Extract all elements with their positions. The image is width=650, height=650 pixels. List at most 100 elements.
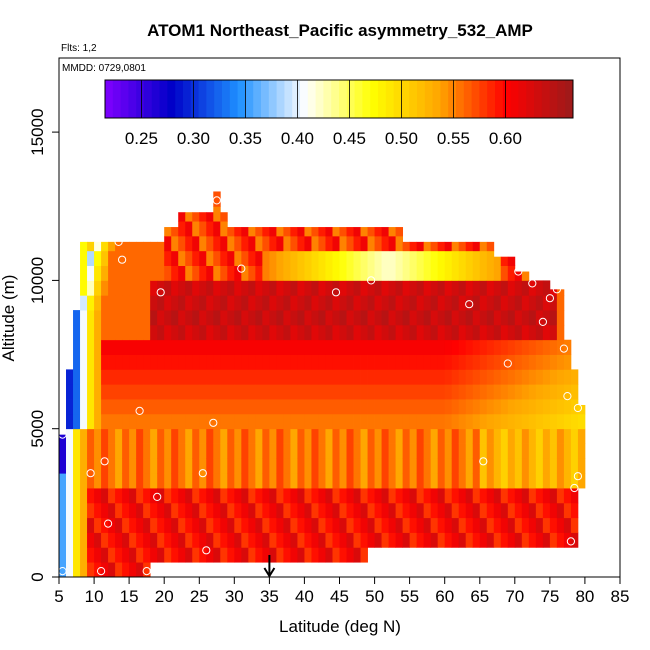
heatmap-cell	[318, 458, 326, 474]
heatmap-cell	[80, 458, 88, 474]
heatmap-cell	[178, 413, 186, 430]
heatmap-cell	[430, 339, 439, 355]
colorbar-cell	[549, 80, 558, 118]
colorbar: 0.25 0.30 0.35 0.40 0.45 0.50 0.55 0.60	[104, 79, 574, 148]
heatmap-cell	[101, 532, 109, 548]
heatmap-cell	[493, 443, 502, 459]
sample-point	[493, 234, 502, 243]
heatmap-cell	[297, 250, 305, 266]
heatmap-cell	[304, 295, 312, 311]
heatmap-cell	[556, 384, 565, 400]
heatmap-cell	[171, 547, 179, 563]
heatmap-cell	[220, 443, 228, 459]
heatmap-cell	[332, 369, 340, 385]
heatmap-cell	[332, 280, 340, 296]
heatmap-cell	[444, 250, 453, 266]
heatmap-cell	[80, 488, 88, 504]
heatmap-cell	[542, 354, 551, 370]
heatmap-cell	[353, 235, 361, 252]
heatmap-cell	[535, 428, 544, 444]
heatmap-cell	[276, 413, 284, 430]
heatmap-cell	[80, 324, 88, 341]
heatmap-cell	[164, 428, 172, 444]
colorbar-cell	[448, 80, 457, 118]
heatmap-cell	[423, 339, 432, 355]
heatmap-cell	[451, 324, 460, 341]
x-tick-label: 60	[435, 587, 454, 606]
heatmap-cell	[94, 324, 102, 341]
heatmap-cell	[255, 443, 263, 459]
heatmap-cell	[108, 324, 116, 341]
heatmap-cell	[94, 265, 102, 281]
sample-point	[331, 288, 341, 297]
heatmap-cell	[171, 384, 179, 400]
heatmap-cell	[472, 369, 481, 385]
heatmap-cell	[395, 295, 404, 311]
heatmap-cell	[528, 428, 537, 444]
heatmap-cell	[311, 517, 319, 533]
heatmap-cell	[325, 250, 333, 266]
heatmap-cell	[325, 339, 333, 355]
colorbar-cell	[346, 80, 355, 118]
heatmap-cell	[570, 413, 579, 430]
heatmap-cell	[276, 532, 284, 548]
heatmap-cell	[423, 517, 432, 533]
heatmap-cell	[276, 339, 284, 355]
heatmap-cell	[192, 212, 200, 222]
heatmap-cell	[157, 458, 165, 474]
heatmap-cell	[479, 399, 488, 415]
heatmap-cell	[465, 354, 474, 370]
heatmap-cell	[388, 295, 396, 311]
heatmap-cell	[402, 354, 411, 370]
sample-point	[114, 237, 123, 246]
heatmap-cell	[556, 473, 565, 489]
heatmap-cell	[535, 532, 544, 548]
heatmap-cell	[507, 280, 516, 296]
heatmap-cell	[500, 458, 509, 474]
heatmap-cell	[465, 428, 474, 444]
heatmap-cell	[472, 428, 481, 444]
heatmap-cell	[206, 502, 214, 519]
heatmap-cell	[479, 413, 488, 430]
heatmap-cell	[157, 241, 165, 252]
heatmap-cell	[297, 280, 305, 296]
heatmap-cell	[178, 458, 186, 474]
heatmap-cell	[255, 324, 263, 341]
heatmap-cell	[101, 428, 109, 444]
heatmap-cell	[493, 384, 502, 400]
heatmap-cell	[304, 532, 312, 548]
heatmap-cell	[318, 324, 326, 341]
heatmap-cell	[374, 295, 382, 311]
heatmap-cell	[94, 443, 102, 459]
heatmap-cell	[507, 517, 516, 533]
heatmap-cell	[150, 265, 158, 281]
heatmap-cell	[178, 295, 186, 311]
heatmap-cell	[325, 384, 333, 400]
colorbar-frame	[104, 79, 574, 119]
colorbar-cell	[510, 80, 519, 118]
heatmap-cell	[381, 280, 389, 296]
heatmap-cell	[367, 369, 375, 385]
heatmap-cell	[318, 235, 326, 252]
heatmap-cell	[87, 310, 95, 326]
colorbar-cell	[487, 80, 496, 118]
heatmap-cell	[430, 443, 439, 459]
heatmap-cell	[199, 532, 207, 548]
heatmap-cell	[514, 384, 523, 400]
heatmap-cell	[241, 547, 249, 563]
heatmap-cell	[143, 310, 151, 326]
heatmap-cell	[332, 310, 340, 326]
heatmap-cell	[283, 310, 291, 326]
heatmap-cell	[164, 369, 172, 385]
colorbar-cell	[401, 80, 410, 118]
heatmap-cell	[283, 384, 291, 400]
heatmap-cell	[164, 384, 172, 400]
heatmap-cell	[178, 369, 186, 385]
heatmap-cell	[388, 265, 396, 281]
heatmap-cell	[493, 502, 502, 519]
heatmap-cell	[192, 221, 200, 237]
heatmap-cell	[143, 265, 151, 281]
heatmap-cell	[374, 443, 382, 459]
heatmap-cell	[311, 227, 319, 237]
heatmap-cell	[199, 369, 207, 385]
